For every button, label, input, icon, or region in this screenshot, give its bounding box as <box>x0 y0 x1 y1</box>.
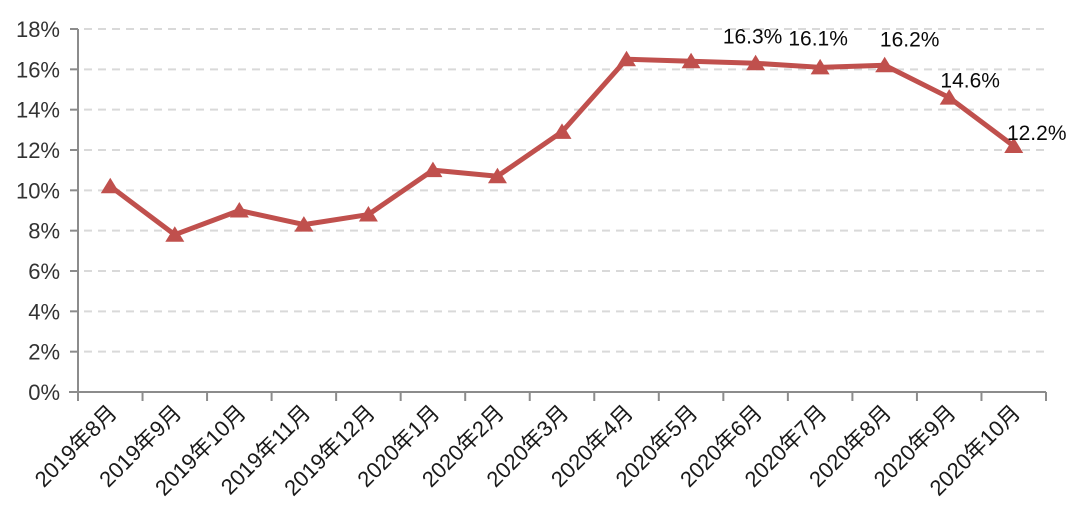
data-point-label: 12.2% <box>1007 122 1067 145</box>
y-tick-label: 10% <box>16 178 60 203</box>
data-point-marker <box>229 202 249 218</box>
y-tick-label: 14% <box>16 98 60 123</box>
data-point-marker <box>681 52 701 69</box>
data-point-marker <box>1004 137 1024 153</box>
data-point-label: 16.3% <box>723 25 783 48</box>
y-tick-label: 12% <box>16 138 60 163</box>
data-point-label: 16.1% <box>788 27 848 50</box>
data-line <box>107 56 1017 238</box>
y-tick-label: 2% <box>28 340 60 365</box>
y-tick-label: 8% <box>28 219 60 244</box>
data-point-marker <box>294 216 314 232</box>
data-point-marker <box>939 89 959 105</box>
data-point-marker <box>746 54 766 71</box>
data-labels: 16.3% 16.1% 16.2%14.6% 12.2% <box>723 25 1067 145</box>
data-point-label: 16.2% <box>880 28 940 51</box>
axes: 0% 2% 4% 6% 8% 10% 12% 14% 16% 18% <box>16 17 1047 405</box>
y-tick-label: 0% <box>28 380 60 405</box>
y-tick-label: 6% <box>28 259 60 284</box>
data-point-marker <box>165 226 185 242</box>
data-point-marker <box>358 206 378 222</box>
y-tick-label: 18% <box>16 17 60 42</box>
x-axis-labels: 2019年8月2019年9月2019年10月2019年11月2019年12月20… <box>30 400 1026 501</box>
y-tick-label: 16% <box>16 57 60 82</box>
data-point-marker <box>810 58 830 75</box>
data-point-marker <box>552 123 572 139</box>
data-point-marker <box>487 167 507 184</box>
data-markers <box>100 50 1024 242</box>
data-point-marker <box>100 177 120 194</box>
data-point-marker <box>423 161 443 178</box>
data-point-marker <box>617 50 637 67</box>
y-tick-label: 4% <box>28 299 60 324</box>
data-point-label: 14.6% <box>940 70 1000 93</box>
data-point-marker <box>875 56 895 73</box>
gridlines <box>84 28 1046 353</box>
